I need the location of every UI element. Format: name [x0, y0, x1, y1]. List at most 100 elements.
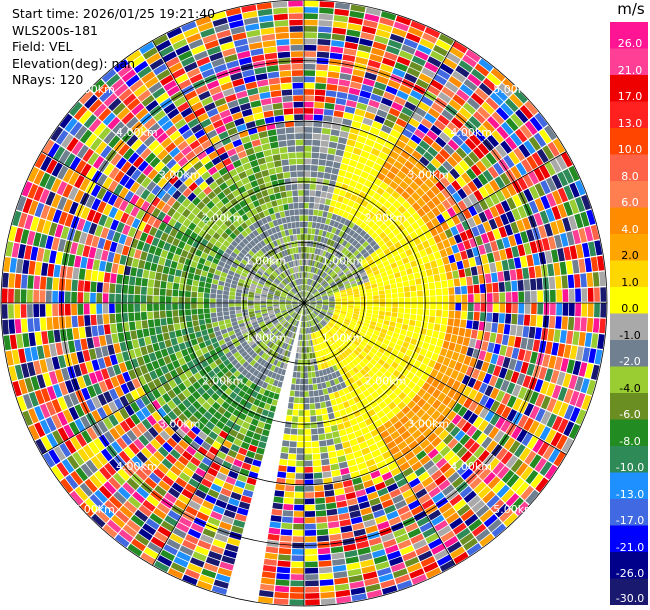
velocity-gate [440, 418, 451, 429]
velocity-gate [336, 269, 343, 275]
velocity-gate [270, 385, 277, 393]
velocity-gate [382, 235, 390, 244]
velocity-gate [219, 521, 232, 531]
velocity-gate [512, 291, 518, 303]
velocity-gate [160, 549, 175, 562]
velocity-gate [479, 283, 486, 293]
velocity-gate [522, 326, 530, 338]
velocity-gate [40, 317, 47, 331]
velocity-gate [192, 551, 207, 562]
velocity-gate [537, 441, 550, 457]
velocity-gate [459, 231, 468, 242]
velocity-gate [138, 528, 153, 541]
velocity-gate [293, 397, 299, 404]
velocity-gate [597, 334, 605, 349]
velocity-gate [350, 247, 357, 254]
velocity-gate [312, 281, 317, 287]
velocity-gate [295, 352, 299, 359]
velocity-gate [319, 256, 324, 263]
velocity-gate [393, 175, 403, 185]
velocity-gate [466, 320, 473, 329]
velocity-gate [345, 330, 351, 336]
velocity-gate [327, 77, 339, 85]
velocity-gate [495, 416, 506, 429]
velocity-gate [206, 397, 216, 406]
velocity-gate [319, 329, 325, 336]
velocity-gate [542, 354, 551, 368]
velocity-gate [544, 161, 556, 176]
velocity-gate [360, 271, 367, 278]
velocity-gate [310, 303, 316, 305]
velocity-gate [394, 62, 408, 72]
velocity-gate [416, 340, 424, 348]
velocity-gate [437, 114, 450, 126]
velocity-gate [66, 328, 74, 341]
velocity-gate [586, 272, 594, 287]
velocity-gate [580, 317, 587, 332]
velocity-gate [479, 509, 494, 523]
velocity-gate [314, 325, 318, 332]
velocity-gate [322, 250, 327, 257]
velocity-gate [431, 410, 441, 421]
velocity-gate [411, 461, 423, 472]
velocity-gate [513, 89, 528, 104]
velocity-gate [217, 285, 224, 291]
velocity-gate [554, 356, 563, 371]
velocity-gate [326, 276, 332, 282]
velocity-gate [250, 438, 260, 447]
velocity-gate [335, 306, 341, 309]
velocity-gate [372, 354, 380, 362]
velocity-gate [386, 113, 398, 123]
velocity-gate [500, 451, 513, 465]
velocity-gate [282, 440, 290, 447]
velocity-gate [382, 275, 389, 282]
velocity-gate [382, 57, 396, 67]
velocity-gate [349, 10, 365, 19]
velocity-gate [445, 512, 460, 525]
velocity-gate [371, 232, 379, 240]
velocity-gate [263, 361, 270, 368]
velocity-gate [204, 472, 216, 483]
velocity-gate [334, 307, 341, 311]
velocity-gate [454, 164, 465, 176]
velocity-gate [463, 490, 477, 503]
velocity-gate [384, 477, 396, 487]
velocity-gate [134, 294, 141, 303]
velocity-gate [248, 396, 256, 404]
velocity-gate [306, 292, 310, 298]
velocity-gate [371, 223, 379, 232]
velocity-gate [466, 347, 474, 357]
velocity-gate [315, 261, 320, 268]
velocity-gate [333, 21, 348, 29]
velocity-gate [175, 428, 186, 439]
velocity-gate [248, 294, 255, 298]
velocity-gate [463, 78, 478, 92]
velocity-gate [263, 368, 270, 376]
velocity-gate [444, 228, 453, 239]
velocity-gate [394, 241, 402, 249]
velocity-gate [377, 487, 389, 497]
velocity-gate [300, 366, 304, 372]
velocity-gate [478, 82, 493, 96]
velocity-gate [320, 191, 327, 198]
velocity-gate [292, 409, 299, 416]
velocity-gate [294, 498, 304, 505]
velocity-gate [523, 314, 531, 326]
velocity-gate [328, 206, 335, 213]
velocity-gate [516, 429, 528, 443]
velocity-gate [464, 267, 472, 277]
velocity-gate [435, 441, 447, 452]
velocity-gate [332, 405, 339, 412]
velocity-gate [434, 153, 446, 164]
velocity-gate [154, 485, 167, 497]
velocity-gate [416, 208, 426, 218]
velocity-gate [311, 288, 316, 294]
velocity-gate [331, 385, 338, 393]
velocity-gate [22, 333, 30, 348]
velocity-gate [320, 376, 325, 383]
velocity-gate [308, 314, 312, 320]
velocity-gate [239, 427, 248, 435]
velocity-gate [309, 397, 315, 404]
velocity-gate [338, 512, 350, 521]
velocity-gate [421, 204, 431, 214]
